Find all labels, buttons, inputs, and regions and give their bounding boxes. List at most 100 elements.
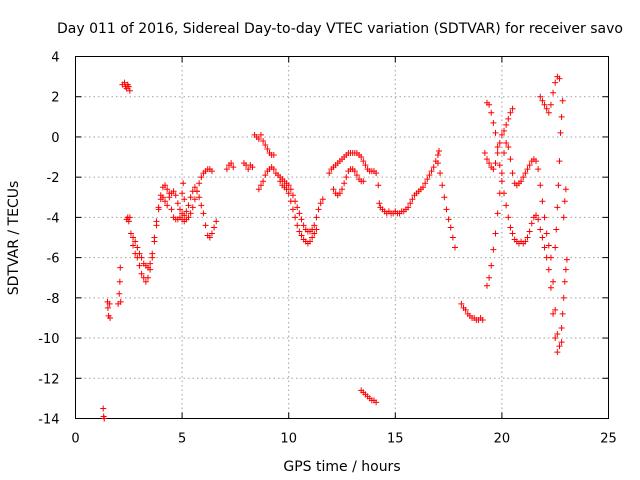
data-point xyxy=(509,105,516,112)
data-point xyxy=(507,156,514,163)
data-point xyxy=(257,182,264,189)
data-point xyxy=(490,166,497,173)
data-point xyxy=(326,170,333,177)
data-point xyxy=(315,206,322,213)
data-point xyxy=(353,172,360,179)
data-point xyxy=(100,405,107,412)
data-point xyxy=(552,79,559,86)
data-point xyxy=(126,87,133,94)
data-point xyxy=(270,152,277,159)
data-point xyxy=(430,164,437,171)
data-point xyxy=(125,83,132,90)
data-point xyxy=(560,214,567,221)
data-point xyxy=(185,214,192,221)
data-point xyxy=(257,131,264,138)
data-point xyxy=(556,158,563,165)
x-tick-label: 15 xyxy=(387,432,404,447)
data-point xyxy=(142,278,149,285)
data-point xyxy=(552,335,559,342)
data-point xyxy=(443,206,450,213)
data-point xyxy=(405,204,412,211)
data-point xyxy=(498,178,505,185)
data-point xyxy=(496,162,503,169)
data-point xyxy=(211,224,218,231)
data-point xyxy=(420,184,427,191)
y-tick-label: 4 xyxy=(51,51,59,66)
data-point xyxy=(486,274,493,281)
data-point xyxy=(445,216,452,223)
data-point xyxy=(422,180,429,187)
data-point xyxy=(541,244,548,251)
data-point xyxy=(437,170,444,177)
data-point xyxy=(183,208,190,215)
data-series xyxy=(104,298,114,321)
data-point xyxy=(223,166,230,173)
data-point xyxy=(486,101,493,108)
data-point xyxy=(458,300,465,307)
data-point xyxy=(503,121,510,128)
data-point xyxy=(162,198,169,205)
data-series xyxy=(223,160,237,173)
data-point xyxy=(130,242,137,249)
data-point xyxy=(562,186,569,193)
data-point xyxy=(522,238,529,245)
data-point xyxy=(539,198,546,205)
data-point xyxy=(311,222,318,229)
data-point xyxy=(277,178,284,185)
data-point xyxy=(343,174,350,181)
data-series xyxy=(277,178,320,247)
data-point xyxy=(505,144,512,150)
data-point xyxy=(330,186,337,193)
data-point xyxy=(313,214,320,221)
data-point xyxy=(479,316,486,323)
data-point xyxy=(172,192,179,199)
data-point xyxy=(208,230,215,237)
data-point xyxy=(557,129,564,136)
data-point xyxy=(541,101,548,108)
data-point xyxy=(341,180,348,187)
data-point xyxy=(428,168,435,175)
data-point xyxy=(117,298,124,305)
data-point xyxy=(270,166,277,173)
data-point xyxy=(181,196,188,203)
data-point xyxy=(262,141,269,148)
data-point xyxy=(230,164,237,171)
data-point xyxy=(494,144,501,150)
data-series xyxy=(458,300,486,323)
data-point xyxy=(351,168,358,175)
x-tick-label: 5 xyxy=(178,432,186,447)
data-point xyxy=(520,174,527,181)
grid-lines xyxy=(75,56,609,419)
data-point xyxy=(535,216,542,223)
data-point xyxy=(166,194,173,201)
data-point xyxy=(187,210,194,217)
data-point xyxy=(144,274,151,281)
data-point xyxy=(539,234,546,241)
data-series xyxy=(240,160,256,173)
data-point xyxy=(554,204,561,211)
data-point xyxy=(294,204,301,211)
data-point xyxy=(289,206,296,213)
data-point xyxy=(488,109,495,116)
data-point xyxy=(503,139,510,146)
data-point xyxy=(126,214,133,221)
data-point xyxy=(336,190,343,197)
data-point xyxy=(545,242,552,249)
data-point xyxy=(426,172,433,179)
data-point xyxy=(106,300,113,307)
data-point xyxy=(545,266,552,273)
data-point xyxy=(492,160,499,167)
data-series xyxy=(375,148,443,217)
data-point xyxy=(298,216,305,223)
data-series xyxy=(166,184,220,241)
x-tick-label: 10 xyxy=(280,432,297,447)
data-point xyxy=(260,178,267,185)
chart-title: Day 011 of 2016, Sidereal Day-to-day VTE… xyxy=(57,21,623,37)
data-point xyxy=(362,162,369,169)
data-point xyxy=(554,349,561,356)
data-point xyxy=(462,306,469,313)
y-tick-label: 2 xyxy=(51,91,59,106)
data-point xyxy=(496,139,503,146)
data-series xyxy=(434,160,458,251)
